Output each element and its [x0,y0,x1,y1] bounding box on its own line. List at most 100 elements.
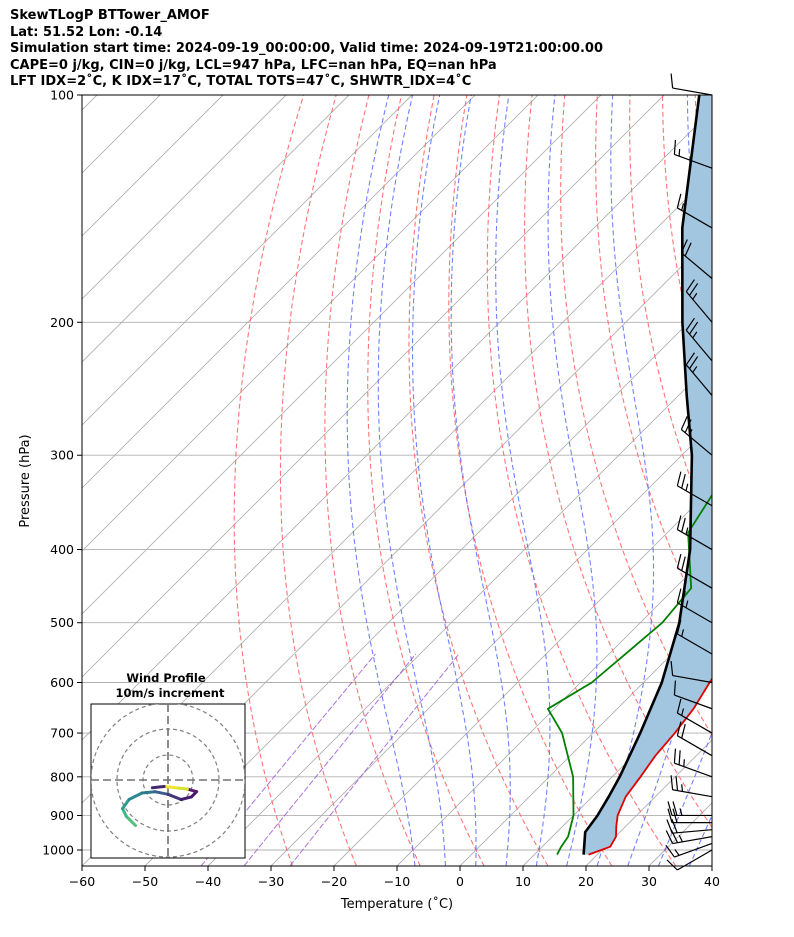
wind-barb [680,239,713,279]
hodograph-segment [150,785,166,790]
hodograph-segment [186,787,199,794]
barb-staff [677,712,713,734]
barb-staff [677,735,713,757]
wind-barb [685,317,713,362]
dry-adiabat [233,95,305,866]
x-tick-label: 10 [515,874,531,889]
barb-half-feather [678,148,681,157]
barb-staff [674,842,713,858]
barb-half-feather [692,366,698,373]
y-tick-label: 800 [50,769,74,784]
barb-half-feather [685,600,689,608]
dry-adiabat [367,95,485,866]
parcel-line [582,95,701,855]
hodograph-segment [174,786,189,791]
barb-feather [665,844,675,858]
barb-half-feather [674,849,680,856]
wind-barb [676,721,713,757]
barb-staff [677,633,713,655]
barb-feather [676,193,682,209]
x-tick-label: −40 [195,874,221,889]
hodograph-segment [166,792,183,801]
barb-staff [680,429,713,456]
inset-subtitle: 10m/s increment [116,686,225,700]
dry-adiabat [324,95,421,866]
moist-adiabat [547,95,598,866]
barb-feather [673,680,677,696]
barb-feather [666,859,678,871]
isotherm [82,95,287,300]
wind-barb [676,471,713,507]
dry-adiabat [448,95,613,866]
barb-staff [677,207,713,229]
barb-feather [689,321,699,335]
wind-barb [676,619,713,655]
barb-feather [681,723,686,739]
x-tick-label: 40 [704,874,720,889]
y-tick-label: 100 [50,88,74,103]
inset-range-ring [91,704,245,858]
barb-half-feather [681,203,685,211]
barb-feather [689,356,699,369]
barb-staff [672,836,713,845]
barb-staff [677,602,713,624]
barb-feather [676,698,682,714]
isotherm [270,424,712,866]
wind-barb [667,801,712,817]
barb-feather [666,819,673,834]
barb-staff [672,829,713,834]
barb-half-feather [685,565,689,574]
barb-feather [684,419,692,433]
dry-adiabat [486,95,677,866]
temperature-line [588,677,712,856]
wind-barb [685,352,713,396]
barb-staff [680,252,713,279]
wind-barbs [665,73,713,871]
inset-title: Wind Profile [126,671,206,685]
time-line: Simulation start time: 2024-09-19_00:00:… [10,41,603,56]
moist-adiabat [346,95,416,866]
dry-adiabat [760,95,794,866]
x-tick-label: −20 [321,874,347,889]
isotherm [82,109,712,741]
barb-feather [670,73,674,89]
barb-staff [685,329,713,362]
barb-feather [685,279,695,292]
wind-barb [676,588,713,624]
background-lines [82,95,794,866]
x-tick-label: 0 [456,874,464,889]
moist-adiabat [720,95,794,866]
barb-half-feather [692,292,698,300]
axis-ticks: −60 −50 −40 −30 −20 −10 0 10 20 30 40 100 200 300 400 5… [42,88,720,890]
y-tick-label: 600 [50,675,74,690]
barb-feather [676,619,682,635]
barb-feather [676,515,682,530]
isotherm [775,95,794,866]
hodograph-segment [127,791,144,801]
barb-half-feather [688,429,693,437]
inset-plot [91,704,245,858]
barb-half-feather [681,784,684,792]
mixing-ratio-line [243,653,417,866]
cin-shading [583,95,712,855]
barb-staff [674,762,713,778]
x-axis-label: Temperature (˚C) [340,896,453,912]
barb-feather [671,818,678,833]
isotherm [82,95,602,615]
hodograph-segment [179,795,193,801]
barb-feather [676,588,682,603]
barb-feather [676,471,682,486]
barb-feather [685,317,695,331]
wind-barb [676,553,713,589]
barb-feather [685,352,695,366]
y-tick-label: 900 [50,808,74,823]
hodograph-segment [162,785,178,790]
barb-feather [673,748,677,764]
stability-indices-line: LFT IDX=2˚C, K IDX=17˚C, TOTAL TOTS=47˚C… [10,74,472,89]
wind-barb [670,775,713,798]
barb-feather [667,801,673,816]
mixing-ratio-line [289,653,460,866]
wind-barb [676,515,713,551]
isotherm [82,95,476,489]
